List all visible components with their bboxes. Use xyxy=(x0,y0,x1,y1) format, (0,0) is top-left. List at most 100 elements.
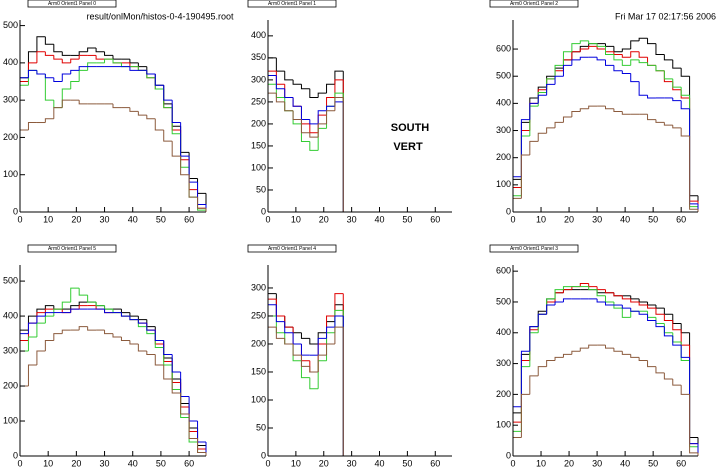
x-tick-label: 20 xyxy=(319,458,329,468)
histogram-bin xyxy=(571,111,581,117)
histogram-bin xyxy=(104,58,113,63)
histogram-bin xyxy=(87,326,97,331)
histogram-bin xyxy=(647,57,656,66)
histogram-bin xyxy=(579,282,589,287)
histogram-bin xyxy=(554,289,564,299)
histogram-bin xyxy=(61,51,71,56)
histogram-bin xyxy=(292,343,302,356)
y-tick-label: 250 xyxy=(251,96,266,106)
histogram-bin xyxy=(638,311,648,315)
histogram-bin xyxy=(275,71,285,85)
histogram-bin xyxy=(613,292,623,297)
histogram-bin xyxy=(267,83,277,212)
histogram-bin xyxy=(197,197,206,209)
histogram-bin xyxy=(171,141,181,157)
histogram-bin xyxy=(554,356,564,361)
histogram-bin xyxy=(61,99,71,108)
histogram-bin xyxy=(53,44,63,53)
histogram-bin xyxy=(579,347,589,352)
histogram-bin xyxy=(104,309,113,314)
histogram-bin xyxy=(520,130,530,188)
y-tick-label: 200 xyxy=(496,152,511,162)
histogram-bin xyxy=(154,74,164,86)
histogram-bin xyxy=(672,314,682,325)
histogram-bin xyxy=(104,305,113,310)
histogram-bin xyxy=(309,141,319,151)
histogram-bin xyxy=(284,338,294,345)
histogram-bin xyxy=(53,308,63,317)
histogram-bin xyxy=(267,57,277,212)
x-tick-label: 10 xyxy=(43,458,53,468)
histogram-bin xyxy=(78,288,88,296)
y-tick-label: 500 xyxy=(496,71,511,81)
histogram-bin xyxy=(605,295,614,303)
y-tick-label: 0 xyxy=(13,450,18,460)
histogram-bin xyxy=(137,319,147,324)
histogram-bin xyxy=(554,292,564,299)
histogram-bin xyxy=(605,43,614,47)
y-tick-label: 600 xyxy=(496,266,511,276)
histogram-bin xyxy=(326,110,335,124)
y-tick-label: 400 xyxy=(3,310,18,320)
histogram-bin xyxy=(292,110,302,125)
histogram-bin xyxy=(78,51,88,56)
histogram-bin xyxy=(300,84,310,90)
histogram-bin xyxy=(112,59,122,64)
histogram-bin xyxy=(655,119,665,123)
histogram-bin xyxy=(317,123,327,138)
histogram-bin xyxy=(554,121,564,128)
histogram-bin xyxy=(44,340,54,352)
histogram-bin xyxy=(630,298,640,303)
histogram-bin xyxy=(27,51,37,78)
y-tick-label: 100 xyxy=(3,169,18,179)
histogram-bin xyxy=(36,322,46,338)
y-tick-label: 400 xyxy=(496,98,511,108)
histogram-bin xyxy=(562,51,572,66)
histogram-bin xyxy=(120,309,130,314)
x-tick-label: 10 xyxy=(43,214,53,224)
x-tick-label: 0 xyxy=(17,214,22,224)
histogram-bin xyxy=(309,360,319,373)
x-tick-label: 40 xyxy=(128,214,138,224)
histogram-bin xyxy=(663,70,673,80)
histogram-bin xyxy=(621,111,631,115)
x-tick-label: 10 xyxy=(291,214,301,224)
histogram-bin xyxy=(588,40,598,45)
x-tick-label: 60 xyxy=(430,214,440,224)
histogram-bin xyxy=(163,88,173,109)
y-tick-label: 300 xyxy=(3,345,18,355)
panel-title: Arm0 Orient1 Panel 3 xyxy=(510,246,558,252)
histogram-bin xyxy=(655,305,665,309)
histogram-bin xyxy=(197,421,206,443)
histogram-bin xyxy=(292,327,302,334)
histogram-bin xyxy=(520,360,530,423)
histogram-bin xyxy=(680,68,690,77)
histogram-bin xyxy=(571,51,581,60)
histogram-bin xyxy=(44,36,54,45)
histogram-bin xyxy=(284,101,294,112)
histogram-bin xyxy=(36,36,46,52)
histogram-bin xyxy=(326,332,335,361)
histogram-bin xyxy=(680,323,690,334)
histogram-bin xyxy=(647,95,656,99)
histogram-bin xyxy=(334,79,344,98)
histogram-bin xyxy=(689,135,698,210)
histogram-bin xyxy=(129,316,139,321)
histogram-bin xyxy=(137,344,147,352)
histogram-bin xyxy=(621,54,631,58)
histogram-bin xyxy=(647,301,656,306)
histogram-bin xyxy=(672,320,682,331)
histogram-bin xyxy=(579,56,589,60)
histogram-bin xyxy=(112,333,122,338)
y-tick-label: 200 xyxy=(3,380,18,390)
histogram-bin xyxy=(275,57,285,72)
panel-title-box xyxy=(489,244,579,253)
panel-title: Arm0 Orient1 Panel 0 xyxy=(48,1,96,7)
histogram-bin xyxy=(44,315,54,324)
histogram-bin xyxy=(300,332,310,339)
histogram-bin xyxy=(180,122,190,157)
y-tick-label: 50 xyxy=(256,184,266,194)
histogram-bin xyxy=(27,322,37,341)
histogram-bin xyxy=(275,293,285,317)
histogram-bin xyxy=(188,159,198,191)
